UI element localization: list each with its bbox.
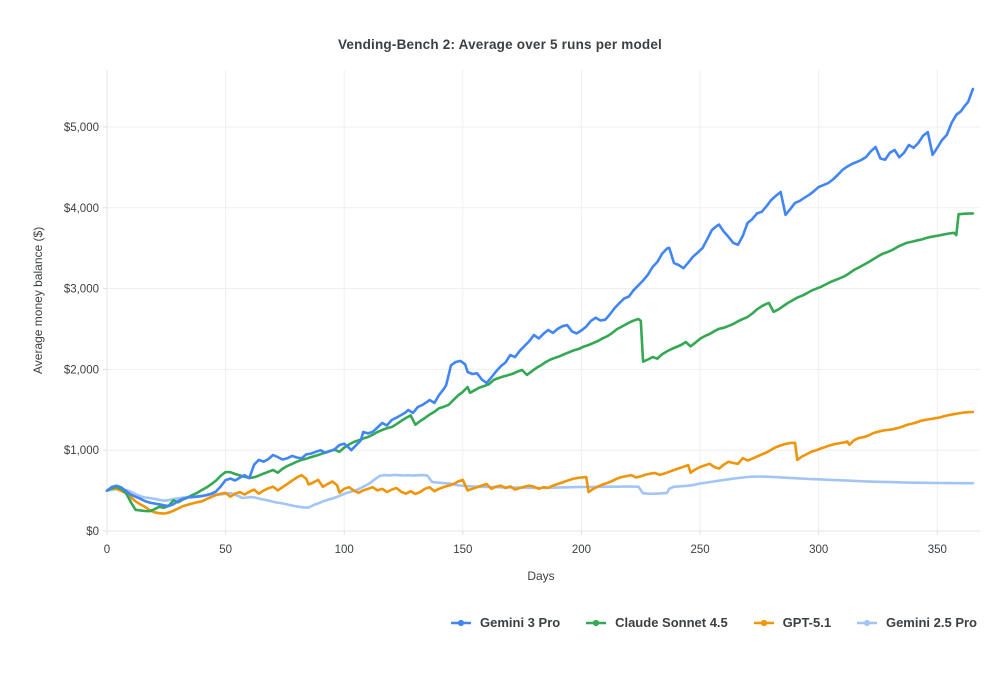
legend-item-gemini-2-5-pro: Gemini 2.5 Pro — [856, 615, 977, 630]
legend: Gemini 3 Pro Claude Sonnet 4.5 GPT-5.1 Gemi… — [450, 615, 977, 630]
legend-marker-gemini-3-pro-icon — [451, 619, 471, 626]
series-line-claude-sonnet-4-5 — [105, 212, 975, 513]
y-tick-label: $2,000 — [64, 364, 99, 376]
x-tick-label: 100 — [335, 544, 354, 556]
x-tick-label: 0 — [104, 544, 110, 556]
x-tick-label: 350 — [928, 544, 947, 556]
legend-marker-claude-sonnet-4-5-icon — [586, 619, 607, 626]
legend-item-gpt-5-1: GPT-5.1 — [753, 615, 831, 630]
y-tick-label: $4,000 — [64, 203, 99, 215]
y-axis-title: Average money balance ($) — [31, 226, 45, 374]
x-tick-label: 300 — [809, 544, 828, 556]
x-tick-label: 250 — [690, 544, 709, 556]
series-line-gemini-3-pro — [105, 87, 975, 508]
legend-item-claude-sonnet-4-5: Claude Sonnet 4.5 — [585, 615, 728, 630]
legend-marker-gpt-5-1-icon — [753, 619, 774, 626]
y-tick-label: $0 — [86, 526, 99, 538]
chart-title: Vending-Bench 2: Average over 5 runs per… — [337, 37, 663, 52]
x-axis-title: Days — [527, 569, 555, 583]
x-tick-label: 150 — [453, 544, 472, 556]
legend-marker-gemini-2-5-pro-icon — [856, 619, 877, 626]
legend-label: Gemini 2.5 Pro — [885, 615, 977, 630]
legend-label: Gemini 3 Pro — [480, 615, 561, 630]
x-tick-label: 50 — [219, 544, 232, 556]
legend-label: Claude Sonnet 4.5 — [615, 615, 728, 630]
x-tick-label: 200 — [572, 544, 591, 556]
legend-item-gemini-3-pro: Gemini 3 Pro — [450, 615, 560, 630]
y-tick-label: $1,000 — [64, 445, 99, 457]
legend-label: GPT-5.1 — [782, 615, 832, 630]
series-line-gpt-5-1 — [105, 410, 975, 515]
y-tick-label: $5,000 — [64, 122, 99, 134]
y-tick-label: $3,000 — [64, 284, 99, 296]
